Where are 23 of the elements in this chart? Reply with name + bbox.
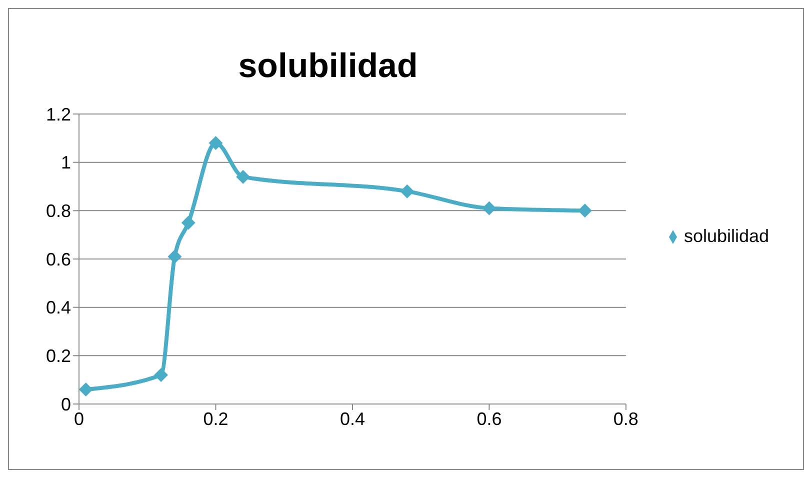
point [482, 201, 496, 216]
point [208, 136, 223, 150]
point [400, 184, 414, 198]
y-tick-label: 0.4 [46, 298, 71, 318]
y-tick-label: 1 [60, 152, 71, 173]
y-tick-label: 0.8 [46, 201, 71, 222]
legend-label: solubilidad [684, 226, 769, 246]
chart-title: solubilidad [237, 47, 419, 86]
point [578, 204, 592, 218]
point [181, 216, 196, 230]
y-tick-label: 0.6 [46, 249, 71, 270]
point [236, 170, 250, 184]
y-tick-label: 1.2 [46, 104, 71, 124]
point [168, 250, 182, 264]
x-tick-label: 0.8 [613, 408, 638, 429]
y-tick-label: 0 [60, 394, 71, 414]
x-tick-label: 0.6 [476, 408, 502, 429]
point [79, 382, 93, 396]
point [154, 368, 168, 382]
x-tick-label: 0.2 [203, 408, 228, 429]
x-tick-label: 0.4 [340, 408, 365, 429]
y-tick-label: 0.2 [46, 346, 71, 366]
x-tick-label: 0 [74, 408, 84, 429]
